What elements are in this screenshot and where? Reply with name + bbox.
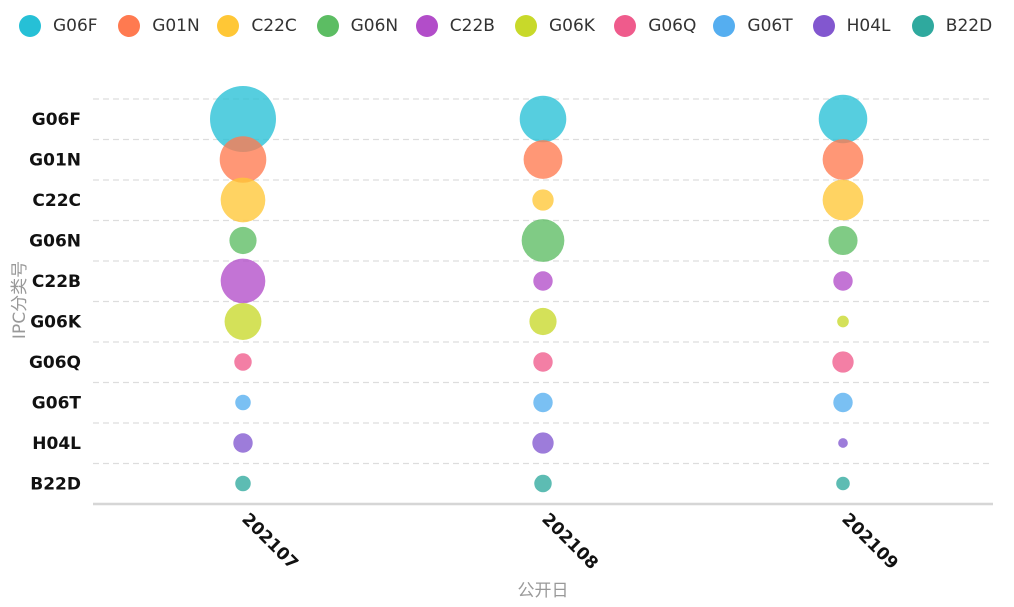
legend-label: G06F	[53, 16, 98, 36]
bubble-c22b-202109[interactable]	[833, 271, 853, 291]
legend-label: G06K	[549, 16, 595, 36]
bubble-c22c-202109[interactable]	[822, 179, 864, 221]
x-tick-label: 202108	[537, 509, 601, 573]
y-axis-title: IPC分类号	[10, 261, 30, 339]
legend-item-c22c[interactable]: C22C	[217, 14, 297, 38]
bubble-g06t-202107[interactable]	[235, 394, 251, 411]
bubble-g06f-202108[interactable]	[519, 95, 567, 143]
legend-swatch	[415, 15, 438, 37]
legend-label: H04L	[846, 16, 891, 36]
legend-swatch	[19, 15, 41, 37]
bubble-h04l-202108[interactable]	[532, 432, 554, 454]
legend-label: G06N	[350, 16, 399, 36]
bubble-g01n-202108[interactable]	[523, 140, 563, 179]
x-tick-label: 202109	[837, 509, 901, 573]
legend-swatch	[515, 15, 537, 37]
legend-item-g06n[interactable]: G06N	[316, 14, 399, 38]
y-tick-label: G06Q	[29, 353, 81, 373]
y-tick-label: G06K	[30, 313, 82, 333]
legend-item-c22b[interactable]: C22B	[415, 14, 495, 38]
legend-item-b22d[interactable]: B22D	[911, 14, 993, 38]
legend-label: C22C	[251, 16, 297, 36]
legend-item-g06q[interactable]: G06Q	[614, 14, 696, 38]
bubble-g06q-202108[interactable]	[533, 352, 553, 372]
chart-legend: G06F G01N C22C G06N C22B G06K G06Q G06T H04L B22D	[0, 0, 1014, 50]
y-tick-label: B22D	[30, 475, 81, 495]
y-tick-label: G01N	[29, 151, 81, 171]
bubble-b22d-202109[interactable]	[836, 476, 850, 491]
bubble-c22c-202107[interactable]	[220, 177, 266, 223]
bubble-g06k-202108[interactable]	[529, 307, 557, 336]
legend-item-g01n[interactable]: G01N	[118, 14, 200, 38]
legend-swatch	[911, 15, 934, 37]
y-tick-label: G06N	[29, 232, 81, 252]
bubble-c22b-202108[interactable]	[533, 271, 553, 291]
bubble-g06t-202108[interactable]	[533, 392, 553, 413]
bubble-c22c-202108[interactable]	[532, 189, 554, 211]
bubble-g06t-202109[interactable]	[833, 392, 853, 413]
x-axis-ticks: 202107 202108 202109	[237, 509, 901, 573]
bubble-g06n-202109[interactable]	[828, 225, 858, 256]
legend-item-g06k[interactable]: G06K	[515, 14, 595, 38]
y-axis-ticks: G06F G01N C22C G06N C22B G06K G06Q G06T H04L B22D	[29, 110, 82, 495]
bubble-h04l-202109[interactable]	[838, 438, 848, 448]
bubbles	[210, 86, 868, 493]
bubble-c22b-202107[interactable]	[220, 258, 266, 304]
legend-swatch	[812, 15, 835, 37]
legend-item-g06f[interactable]: G06F	[19, 14, 98, 38]
legend-label: B22D	[945, 16, 993, 36]
y-tick-label: H04L	[32, 434, 81, 454]
y-tick-label: C22B	[32, 272, 81, 292]
legend-label: G01N	[152, 16, 200, 36]
legend-item-g06t[interactable]: G06T	[713, 14, 793, 38]
legend-swatch	[713, 15, 736, 37]
bubble-g06k-202107[interactable]	[224, 303, 262, 340]
y-tick-label: G06F	[32, 110, 81, 130]
legend-item-h04l[interactable]: H04L	[812, 14, 891, 38]
legend-swatch	[217, 15, 240, 37]
legend-label: C22B	[449, 16, 495, 36]
legend-swatch	[614, 15, 637, 37]
legend-swatch	[316, 15, 339, 37]
bubble-g06f-202107[interactable]	[210, 86, 276, 152]
bubble-g01n-202107[interactable]	[219, 136, 267, 183]
bubble-b22d-202108[interactable]	[534, 474, 552, 493]
bubble-b22d-202107[interactable]	[235, 475, 251, 492]
y-tick-label: C22C	[32, 191, 81, 211]
bubble-g06n-202108[interactable]	[521, 219, 565, 262]
bubble-g06k-202109[interactable]	[837, 315, 849, 328]
x-axis-title: 公开日	[518, 581, 569, 601]
legend-label: G06T	[747, 16, 793, 36]
bubble-g06n-202107[interactable]	[229, 226, 257, 255]
bubble-g06q-202107[interactable]	[234, 353, 252, 371]
bubble-g06q-202109[interactable]	[832, 351, 854, 373]
legend-swatch	[118, 15, 141, 37]
x-tick-label: 202107	[237, 509, 301, 573]
bubble-g01n-202109[interactable]	[822, 139, 864, 180]
legend-label: G06Q	[648, 16, 697, 36]
bubble-h04l-202107[interactable]	[233, 433, 253, 453]
bubble-g06f-202109[interactable]	[818, 94, 868, 144]
y-tick-label: G06T	[32, 394, 82, 414]
